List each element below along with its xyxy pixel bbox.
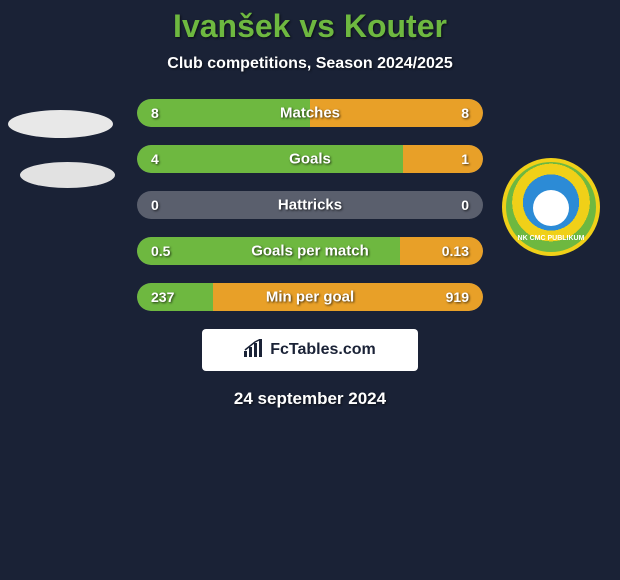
- bar-label: Goals per match: [251, 243, 369, 260]
- bar-value-right: 8: [461, 105, 469, 121]
- bar-value-left: 237: [151, 289, 174, 305]
- chart-icon: [244, 339, 264, 362]
- bar-value-left: 4: [151, 151, 159, 167]
- header: Ivanšek vs Kouter Club competitions, Sea…: [0, 0, 620, 73]
- crest-label: NK CMC PUBLIKUM: [518, 235, 585, 242]
- player-left-badge: [8, 110, 118, 220]
- bar-value-left: 0: [151, 197, 159, 213]
- player-right-badge: NK CMC PUBLIKUM: [502, 158, 612, 268]
- stat-bar: 237 919 Min per goal: [137, 283, 483, 311]
- stat-bar: 8 8 Matches: [137, 99, 483, 127]
- stat-bar: 4 1 Goals: [137, 145, 483, 173]
- bar-left-fill: [137, 145, 403, 173]
- fctables-logo: FcTables.com: [202, 329, 418, 371]
- page-title: Ivanšek vs Kouter: [0, 8, 620, 45]
- bar-label: Matches: [280, 105, 340, 122]
- bar-value-right: 919: [446, 289, 469, 305]
- bar-label: Min per goal: [266, 289, 354, 306]
- bar-right-fill: [403, 145, 483, 173]
- bar-value-left: 0.5: [151, 243, 170, 259]
- bar-left-fill: [137, 283, 213, 311]
- bar-value-left: 8: [151, 105, 159, 121]
- ball-icon: [533, 190, 569, 226]
- bar-value-right: 0.13: [442, 243, 469, 259]
- placeholder-oval: [8, 110, 113, 138]
- bar-value-right: 0: [461, 197, 469, 213]
- bar-value-right: 1: [461, 151, 469, 167]
- stat-bar: 0.5 0.13 Goals per match: [137, 237, 483, 265]
- comparison-bars: 8 8 Matches 4 1 Goals 0 0 Hattricks 0.5 0.13 Goals …: [137, 99, 483, 311]
- placeholder-oval: [20, 162, 115, 188]
- page-subtitle: Club competitions, Season 2024/2025: [0, 55, 620, 73]
- bar-label: Hattricks: [278, 197, 342, 214]
- snapshot-date: 24 september 2024: [0, 389, 620, 409]
- stat-bar: 0 0 Hattricks: [137, 191, 483, 219]
- bar-label: Goals: [289, 151, 331, 168]
- club-crest-icon: NK CMC PUBLIKUM: [502, 158, 600, 256]
- logo-text: FcTables.com: [270, 341, 376, 359]
